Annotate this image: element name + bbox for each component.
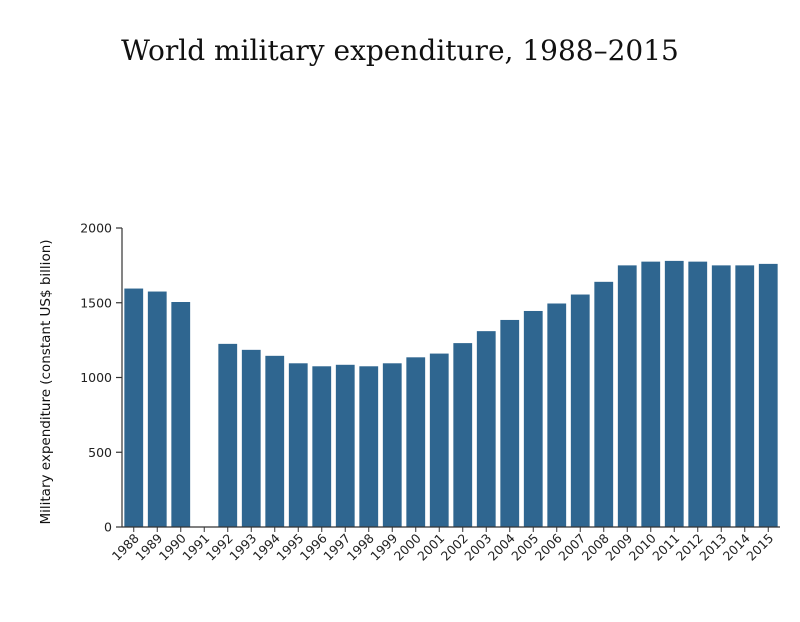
x-tick-label-2015: 2015 bbox=[743, 531, 776, 564]
x-axis: 1988198919901991199219931994199519961997… bbox=[109, 526, 780, 564]
bar-1989 bbox=[147, 291, 167, 527]
bar-2014 bbox=[735, 265, 755, 527]
bar-2015 bbox=[758, 263, 778, 527]
bar-2012 bbox=[688, 261, 708, 527]
bar-2008 bbox=[594, 281, 614, 527]
y-tick-label: 0 bbox=[104, 520, 112, 535]
bar-1998 bbox=[359, 366, 379, 527]
bar-2010 bbox=[641, 261, 661, 527]
y-tick-label: 1000 bbox=[80, 370, 112, 385]
bar-2003 bbox=[476, 331, 496, 527]
y-axis: 0 500 1000 1500 2000 bbox=[80, 221, 123, 535]
bar-1996 bbox=[312, 366, 332, 527]
y-axis-label: Military expenditure (constant US$ billi… bbox=[38, 239, 54, 524]
bar-1995 bbox=[288, 363, 308, 527]
bar-1999 bbox=[382, 363, 402, 527]
y-tick-label: 2000 bbox=[80, 221, 112, 236]
bars-group bbox=[124, 260, 778, 527]
y-tick-label: 500 bbox=[88, 445, 112, 460]
bar-2004 bbox=[500, 319, 520, 527]
y-tick-label: 1500 bbox=[80, 295, 112, 310]
bar-1997 bbox=[335, 364, 355, 527]
bar-1992 bbox=[218, 343, 238, 527]
bar-2009 bbox=[617, 265, 637, 527]
bar-2013 bbox=[711, 265, 731, 527]
bar-2002 bbox=[453, 343, 473, 527]
bar-2007 bbox=[570, 294, 590, 527]
bar-1990 bbox=[171, 302, 191, 527]
bar-2011 bbox=[664, 260, 684, 527]
bar-2001 bbox=[429, 353, 449, 527]
bar-1994 bbox=[265, 355, 285, 527]
bar-1988 bbox=[124, 288, 144, 527]
bar-2005 bbox=[523, 310, 543, 527]
bar-2000 bbox=[406, 357, 426, 527]
bar-2006 bbox=[547, 303, 567, 527]
chart-title: World military expenditure, 1988–2015 bbox=[121, 34, 679, 67]
bar-1993 bbox=[241, 349, 261, 527]
